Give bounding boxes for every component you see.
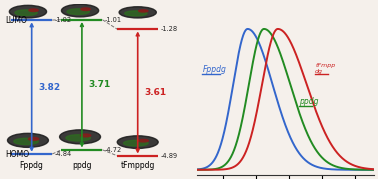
Text: HOMO: HOMO	[6, 149, 30, 159]
Ellipse shape	[139, 10, 148, 12]
Ellipse shape	[81, 8, 90, 10]
Text: LUMO: LUMO	[6, 16, 28, 25]
Text: tFmpp: tFmpp	[315, 63, 335, 68]
Text: Fppdg: Fppdg	[20, 161, 43, 170]
Ellipse shape	[14, 138, 39, 145]
Text: ppdg: ppdg	[72, 161, 91, 170]
Text: dg: dg	[315, 69, 323, 74]
Text: 3.61: 3.61	[144, 88, 166, 97]
Ellipse shape	[8, 133, 48, 147]
Ellipse shape	[9, 5, 46, 18]
Ellipse shape	[81, 134, 91, 137]
Text: tFmppdg: tFmppdg	[121, 161, 155, 170]
Text: Fppdg: Fppdg	[202, 65, 226, 74]
Ellipse shape	[125, 11, 147, 16]
Ellipse shape	[67, 9, 89, 14]
Text: -4.89: -4.89	[161, 153, 178, 159]
Text: -1.01: -1.01	[105, 17, 122, 23]
Text: -4.84: -4.84	[55, 151, 72, 157]
Text: 3.71: 3.71	[88, 80, 111, 89]
Ellipse shape	[117, 136, 158, 148]
Ellipse shape	[119, 7, 156, 18]
Ellipse shape	[138, 139, 149, 142]
Ellipse shape	[29, 9, 38, 11]
Ellipse shape	[124, 140, 148, 146]
Ellipse shape	[60, 130, 101, 144]
Ellipse shape	[62, 4, 99, 17]
Text: 3.82: 3.82	[38, 83, 60, 91]
Text: -4.72: -4.72	[105, 147, 122, 153]
Text: -1.02: -1.02	[55, 17, 72, 23]
Ellipse shape	[28, 137, 39, 140]
Text: ppdg: ppdg	[299, 97, 318, 106]
Ellipse shape	[15, 10, 37, 16]
Text: -1.28: -1.28	[161, 26, 178, 32]
Ellipse shape	[66, 135, 90, 141]
